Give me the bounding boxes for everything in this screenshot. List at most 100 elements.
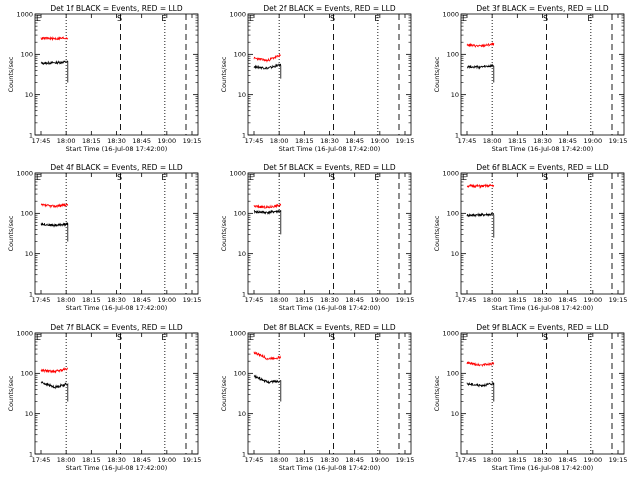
series-lld-line [40, 367, 69, 374]
series-events-line [253, 209, 282, 235]
y-axis-label: Counts/sec [433, 375, 441, 411]
y-tick-label: 1000 [16, 10, 33, 18]
y-tick-label: 1000 [442, 169, 459, 177]
marker-label: E [374, 14, 379, 23]
x-tick-label: 18:00 [270, 456, 289, 464]
marker-label: E [161, 173, 166, 182]
marker-label: S [117, 173, 122, 182]
x-tick-label: 18:15 [82, 456, 101, 464]
y-tick-label: 1 [242, 131, 246, 139]
marker-label: S [330, 173, 335, 182]
x-tick-label: 17:45 [245, 137, 264, 145]
x-tick-label: 19:15 [396, 296, 415, 304]
plot-frame [34, 13, 199, 136]
series-lld-line [40, 202, 69, 209]
series-lld-line [253, 351, 282, 361]
series-events-line [466, 212, 495, 238]
x-tick-label: 19:00 [370, 456, 389, 464]
y-tick-label: 1 [455, 450, 459, 458]
y-tick-label: 100 [234, 210, 246, 218]
y-axis-label: Counts/sec [7, 215, 15, 251]
marker-label: S [543, 173, 548, 182]
x-tick-label: 18:45 [345, 456, 364, 464]
x-axis-label: Start Time (16-Jul-08 17:42:00) [492, 145, 594, 153]
x-tick-label: 18:45 [132, 137, 151, 145]
series-events-line [40, 222, 69, 242]
x-tick-label: 18:45 [345, 137, 364, 145]
x-tick-label: 18:00 [57, 137, 76, 145]
panel-3: Det 3f BLACK = Events, RED = LLD 1 10 100 10… [433, 4, 627, 153]
marker-label: E [36, 173, 41, 182]
series-events-line [466, 381, 495, 402]
x-tick-label: 18:45 [558, 296, 577, 304]
marker-label: E [36, 14, 41, 23]
series-events-line [253, 63, 282, 79]
x-tick-label: 18:00 [270, 296, 289, 304]
y-tick-label: 100 [21, 370, 33, 378]
x-tick-label: 19:00 [370, 296, 389, 304]
y-tick-label: 1 [29, 131, 33, 139]
y-axis-label: Counts/sec [433, 56, 441, 92]
marker-label: E [249, 333, 254, 342]
y-tick-label: 10 [238, 91, 246, 99]
y-tick-label: 100 [234, 370, 246, 378]
y-tick-label: 10 [451, 410, 459, 418]
x-tick-label: 19:00 [157, 137, 176, 145]
y-tick-label: 100 [21, 51, 33, 59]
y-axis-label: Counts/sec [7, 56, 15, 92]
plot-frame [247, 332, 412, 455]
x-tick-label: 18:45 [558, 137, 577, 145]
x-tick-label: 19:15 [396, 137, 415, 145]
x-tick-label: 19:00 [583, 456, 602, 464]
x-axis-label: Start Time (16-Jul-08 17:42:00) [492, 304, 594, 312]
x-axis-label: Start Time (16-Jul-08 17:42:00) [66, 304, 168, 312]
plot-frame [247, 13, 412, 136]
y-tick-label: 1000 [442, 10, 459, 18]
x-tick-label: 18:00 [57, 296, 76, 304]
x-tick-label: 18:30 [320, 456, 339, 464]
series-lld-line [253, 53, 282, 63]
x-tick-label: 18:45 [345, 296, 364, 304]
x-tick-label: 19:15 [183, 456, 202, 464]
marker-label: E [374, 333, 379, 342]
x-tick-label: 19:00 [370, 137, 389, 145]
plot-frame [34, 332, 199, 455]
x-tick-label: 19:15 [609, 137, 628, 145]
x-tick-label: 18:00 [483, 456, 502, 464]
x-axis-label: Start Time (16-Jul-08 17:42:00) [492, 464, 594, 472]
x-tick-label: 19:15 [609, 296, 628, 304]
y-axis-label: Counts/sec [220, 375, 228, 411]
x-tick-label: 19:00 [583, 296, 602, 304]
series-lld-line [253, 203, 282, 209]
x-tick-label: 19:15 [183, 137, 202, 145]
marker-label: E [462, 173, 467, 182]
x-tick-label: 18:15 [82, 137, 101, 145]
x-tick-label: 17:45 [32, 137, 51, 145]
y-axis-label: Counts/sec [433, 215, 441, 251]
series-lld-line [466, 360, 495, 368]
x-tick-label: 17:45 [245, 296, 264, 304]
y-tick-label: 100 [234, 51, 246, 59]
series-lld-line [466, 183, 495, 189]
marker-label: E [587, 14, 592, 23]
x-tick-label: 18:15 [295, 137, 314, 145]
x-tick-label: 18:45 [132, 296, 151, 304]
x-tick-label: 18:15 [295, 296, 314, 304]
marker-label: E [36, 333, 41, 342]
marker-label: S [330, 14, 335, 23]
y-tick-label: 1 [29, 450, 33, 458]
x-tick-label: 19:00 [583, 137, 602, 145]
y-tick-label: 100 [21, 210, 33, 218]
panel-title: Det 7f BLACK = Events, RED = LLD [50, 323, 183, 332]
plot-frame [460, 13, 625, 136]
x-tick-label: 18:00 [270, 137, 289, 145]
marker-label: E [462, 14, 467, 23]
y-tick-label: 1000 [229, 10, 246, 18]
y-tick-label: 100 [447, 370, 459, 378]
x-tick-label: 18:30 [533, 296, 552, 304]
y-tick-label: 10 [25, 250, 33, 258]
y-tick-label: 1 [242, 290, 246, 298]
x-tick-label: 17:45 [32, 456, 51, 464]
x-tick-label: 19:15 [396, 456, 415, 464]
